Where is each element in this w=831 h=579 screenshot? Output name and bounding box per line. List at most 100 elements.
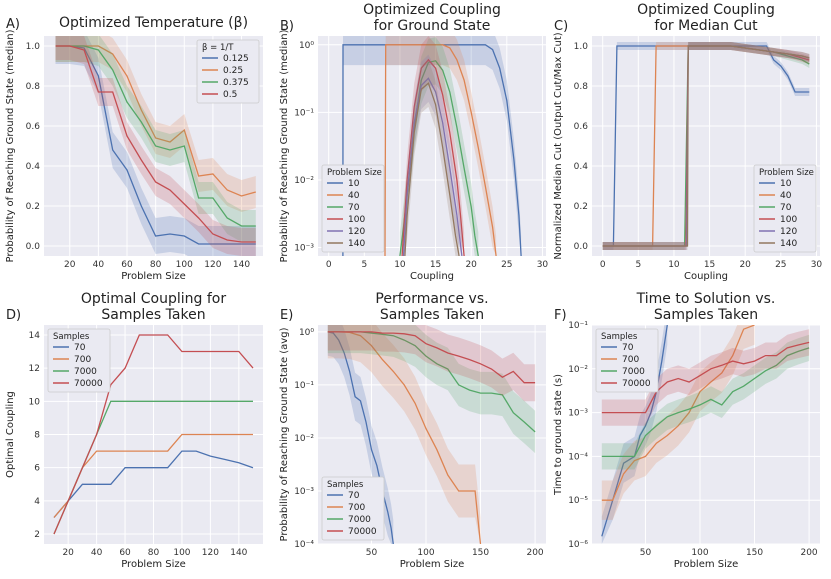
y-axis-label: Time to ground state (s)	[553, 374, 564, 496]
legend-entry: 70	[74, 343, 86, 353]
series-band-0.25	[55, 36, 256, 212]
panel-label: C)	[554, 19, 568, 34]
x-tick-label: 10	[394, 260, 406, 270]
y-tick-label: 10⁻²	[294, 434, 314, 444]
x-axis-label: Problem Size	[121, 271, 186, 282]
legend-entry: 40	[348, 191, 360, 201]
y-tick-label: 14	[29, 331, 41, 341]
chart-title: Performance vs.	[375, 291, 488, 307]
series-line-0.5	[55, 45, 256, 243]
chart-title: Samples Taken	[101, 307, 205, 323]
x-tick-label: 80	[150, 260, 162, 270]
x-tick-label: 100	[691, 548, 708, 558]
legend-entry: 70000	[622, 379, 651, 389]
y-tick-label: 6	[34, 464, 40, 474]
y-tick-label: 10⁻³	[294, 244, 314, 254]
y-tick-label: 0.4	[574, 162, 589, 172]
y-tick-label: 10⁻¹	[568, 321, 588, 331]
y-tick-label: 0.2	[26, 202, 40, 212]
panel-b: 10⁻³ 10⁻² 10⁻¹ 10⁰ 0 5 10 15 20 25 30 B) Optimized C…	[279, 2, 548, 282]
y-tick-label: 1.0	[26, 42, 41, 52]
x-tick-label: 20	[465, 260, 477, 270]
y-tick-label: 4	[34, 497, 40, 507]
legend-entry: 700	[348, 503, 365, 513]
series-band-0.375	[55, 36, 256, 242]
y-tick-label: 12	[29, 364, 40, 374]
x-tick-label: 5	[635, 260, 641, 270]
series-layer	[601, 325, 810, 544]
panel-label: F)	[554, 308, 567, 323]
series-line-140	[404, 82, 460, 256]
legend: β = 1/T0.125 0.25 0.375 0.5	[196, 39, 260, 104]
y-tick-label: 0.8	[26, 82, 41, 92]
series-line-0.375	[55, 45, 256, 227]
x-tick-label: 60	[119, 548, 131, 558]
y-tick-label: 0.4	[26, 162, 41, 172]
x-tick-label: 20	[739, 260, 751, 270]
chart-title: Optimized Coupling	[637, 2, 775, 18]
legend-entry: 7000	[622, 367, 645, 377]
series-line-10	[602, 45, 810, 247]
y-tick-label: 10⁻¹	[294, 381, 314, 391]
y-axis-label: Probability of Reaching Ground State (me…	[279, 29, 290, 262]
y-tick-label: 10⁰	[299, 41, 314, 51]
series-line-700	[327, 331, 482, 544]
y-tick-label: 10⁻⁶	[568, 540, 588, 550]
legend-entry: 0.375	[223, 78, 249, 88]
panel-label: B)	[280, 19, 294, 34]
chart-title: Optimized Coupling	[363, 2, 501, 18]
series-band-70	[601, 325, 668, 544]
series-line-70	[327, 331, 394, 544]
panel-label: E)	[280, 308, 293, 323]
legend-entry: 0.125	[223, 54, 249, 64]
y-tick-label: 0.6	[26, 122, 41, 132]
y-tick-label: 10	[29, 397, 41, 407]
legend-entry: 120	[780, 227, 797, 237]
series-band-700	[601, 325, 755, 520]
legend-entry: 70000	[74, 379, 103, 389]
y-tick-label: 1.0	[574, 42, 589, 52]
panel-label: A)	[6, 17, 20, 32]
legend-entry: 10	[780, 179, 792, 189]
x-tick-label: 120	[202, 548, 219, 558]
legend-entry: 140	[780, 239, 797, 249]
series-line-70	[601, 325, 668, 537]
x-tick-label: 50	[640, 548, 652, 558]
panel-e: 10⁻⁴ 10⁻³ 10⁻² 10⁻¹ 10⁰ 50 100 150 200 E) Performa…	[279, 291, 546, 570]
y-tick-label: 10⁰	[299, 328, 314, 338]
legend-entry: 7000	[74, 367, 97, 377]
y-axis-label: Probability of Reaching Ground State (av…	[279, 327, 290, 541]
y-tick-label: 10⁻¹	[294, 108, 314, 118]
series-band-700	[327, 325, 481, 544]
x-tick-label: 20	[64, 260, 76, 270]
series-band-40	[385, 36, 497, 256]
y-tick-label: 10⁻⁵	[568, 496, 588, 506]
x-axis-label: Problem Size	[674, 559, 739, 570]
x-tick-label: 5	[361, 260, 367, 270]
legend-entry: 70	[780, 203, 792, 213]
series-line-700	[601, 325, 755, 501]
x-tick-label: 25	[775, 260, 786, 270]
legend-entry: 140	[348, 239, 365, 249]
x-tick-label: 80	[148, 548, 160, 558]
series-line-70000	[327, 331, 536, 384]
legend-entry: 70	[348, 491, 360, 501]
legend-entry: 0.5	[223, 90, 237, 100]
series-band-70000	[601, 329, 810, 426]
legend-entry: 70000	[348, 527, 377, 537]
x-tick-label: 120	[204, 260, 221, 270]
series-band-0.125	[55, 36, 256, 256]
y-axis-label: Normalized Median Cut (Output Cut/Max Cu…	[553, 32, 564, 259]
y-tick-label: 2	[34, 530, 40, 540]
legend-entry: 100	[348, 215, 365, 225]
y-tick-label: 0.0	[574, 242, 589, 252]
chart-title: Time to Solution vs.	[636, 291, 776, 307]
x-tick-label: 15	[704, 260, 715, 270]
chart-title: for Median Cut	[654, 18, 758, 34]
panel-f: 10⁻⁶ 10⁻⁵ 10⁻⁴ 10⁻³ 10⁻² 10⁻¹ 50 100 150 200 F) Tim…	[553, 291, 820, 570]
series-band-0.5	[55, 36, 256, 256]
